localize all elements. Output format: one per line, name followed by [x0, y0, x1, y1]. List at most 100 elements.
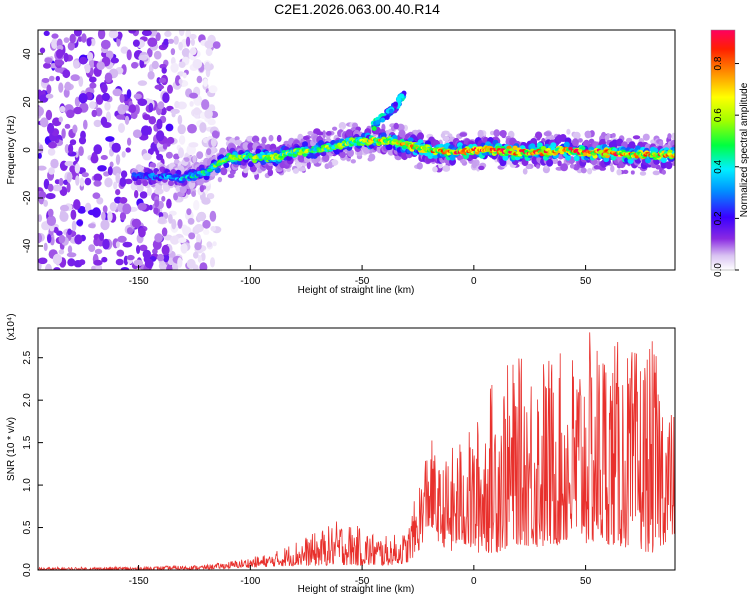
spectrogram-cell [100, 39, 111, 50]
spectrogram-cell [616, 169, 622, 176]
spectrogram-cell [630, 170, 635, 175]
spectrogram-cell [61, 128, 66, 139]
spectrogram-cell [380, 117, 386, 123]
spectrogram-cell [171, 262, 179, 270]
spectrogram-cell [188, 142, 199, 148]
spectrogram-cell [120, 267, 130, 270]
spectrogram-y-label: Frequency (Hz) [6, 116, 17, 185]
spectrogram-cell [171, 219, 177, 230]
spectrogram-cell [126, 227, 134, 235]
spectrogram-cell [550, 142, 557, 149]
spectrogram-cell [131, 62, 139, 69]
spectrogram-cell [93, 180, 102, 187]
spectrogram-cell [127, 137, 132, 146]
spectrogram-cell [45, 109, 53, 121]
spectrogram-cell [63, 52, 69, 63]
spectrogram-cell [161, 244, 170, 256]
spectrogram-cell [471, 160, 477, 169]
spectrogram-cell [642, 133, 650, 141]
spectrogram-cell [101, 211, 106, 221]
spectrogram-cell [178, 147, 184, 159]
spectrogram-cell [153, 50, 162, 60]
spectrogram-cell [157, 101, 165, 110]
spectrogram-cell [147, 71, 155, 80]
spectrogram-cell [137, 98, 148, 107]
spectrogram-cell [38, 106, 44, 117]
spectrogram-y-tick-label: 0 [22, 147, 33, 153]
spectrogram-cell [187, 123, 197, 134]
spectrogram-cell [193, 171, 198, 175]
spectrogram-cell [124, 115, 130, 125]
spectrogram-cell [58, 234, 66, 244]
spectrogram-cell [298, 167, 307, 172]
spectrogram-cell [47, 208, 54, 217]
spectrogram-cell [58, 249, 65, 255]
spectrogram-cell [384, 115, 390, 120]
spectrogram-cell [397, 140, 402, 144]
spectrogram-cell [157, 253, 165, 262]
spectrogram-cell [119, 93, 125, 103]
spectrogram-x-axis: -150 -100 -50 0 50 [129, 265, 592, 287]
spectrogram-cell [525, 164, 531, 170]
spectrogram-cell [671, 161, 675, 167]
spectrogram-cell [375, 119, 381, 125]
spectrogram-cell [53, 226, 59, 234]
spectrogram-cell [572, 131, 581, 140]
spectrogram-cell [181, 48, 190, 58]
spectrogram-cell [208, 85, 218, 94]
spectrogram-cell [55, 75, 60, 82]
spectrogram-cell [218, 162, 223, 166]
snr-frame [37, 327, 676, 571]
spectrogram-cell [147, 37, 158, 47]
spectrogram-cell [565, 154, 572, 161]
spectrogram-cell [174, 159, 180, 164]
spectrogram-cell [380, 132, 387, 139]
spectrogram-cell [138, 54, 148, 61]
spectrogram-cell [604, 135, 610, 141]
spectrogram-cell [632, 135, 641, 140]
snr-y-label: SNR (10 * v/v) [6, 417, 17, 481]
spectrogram-cell [58, 82, 64, 93]
spectrogram-cell [209, 210, 217, 222]
spectrogram-cell [119, 197, 128, 204]
spectrogram-cell [75, 175, 80, 186]
spectrogram-cell [201, 252, 206, 262]
spectrogram-cell [292, 168, 299, 174]
spectrogram-cell [66, 172, 72, 183]
spectrogram-cell [52, 117, 61, 127]
spectrogram-cell [566, 128, 571, 135]
spectrogram-cell [79, 56, 88, 65]
spectrogram-cell [99, 232, 105, 241]
snr-y-tick-label: 1.5 [22, 435, 33, 449]
spectrogram-cell [347, 149, 354, 157]
spectrogram-cell [113, 181, 118, 190]
spectrogram-cell [120, 170, 128, 178]
spectrogram-cell [661, 169, 666, 175]
spectrogram-cell [66, 109, 75, 119]
spectrogram-y-tick-label: 40 [22, 48, 33, 60]
spectrogram-cell [170, 235, 180, 245]
spectrogram-cell [460, 159, 466, 164]
spectrogram-x-tick-label: 0 [471, 276, 477, 287]
spectrogram-y-tick-label: -40 [22, 238, 33, 253]
spectrogram-cell [45, 193, 56, 200]
spectrogram-cell [74, 234, 83, 245]
spectrogram-cell [350, 159, 356, 164]
spectrogram-cell [204, 109, 213, 119]
spectrogram-cell [73, 30, 82, 37]
spectrogram-cell [107, 211, 113, 222]
spectrogram-cell [152, 248, 158, 255]
spectrogram-cell [73, 60, 80, 69]
spectrogram-cell [170, 48, 176, 56]
spectrogram-cell [64, 81, 72, 91]
spectrogram-cell [593, 164, 602, 170]
spectrogram-cell [50, 158, 59, 169]
spectrogram-cell [211, 130, 219, 138]
snr-x-tick-label: -100 [240, 576, 260, 587]
spectrogram-cell [67, 245, 73, 254]
spectrogram-cell [162, 253, 170, 263]
spectrogram-cell [602, 152, 608, 156]
spectrogram-cell [189, 33, 197, 40]
spectrogram-cell [543, 131, 552, 137]
spectrogram-cell [93, 119, 102, 128]
